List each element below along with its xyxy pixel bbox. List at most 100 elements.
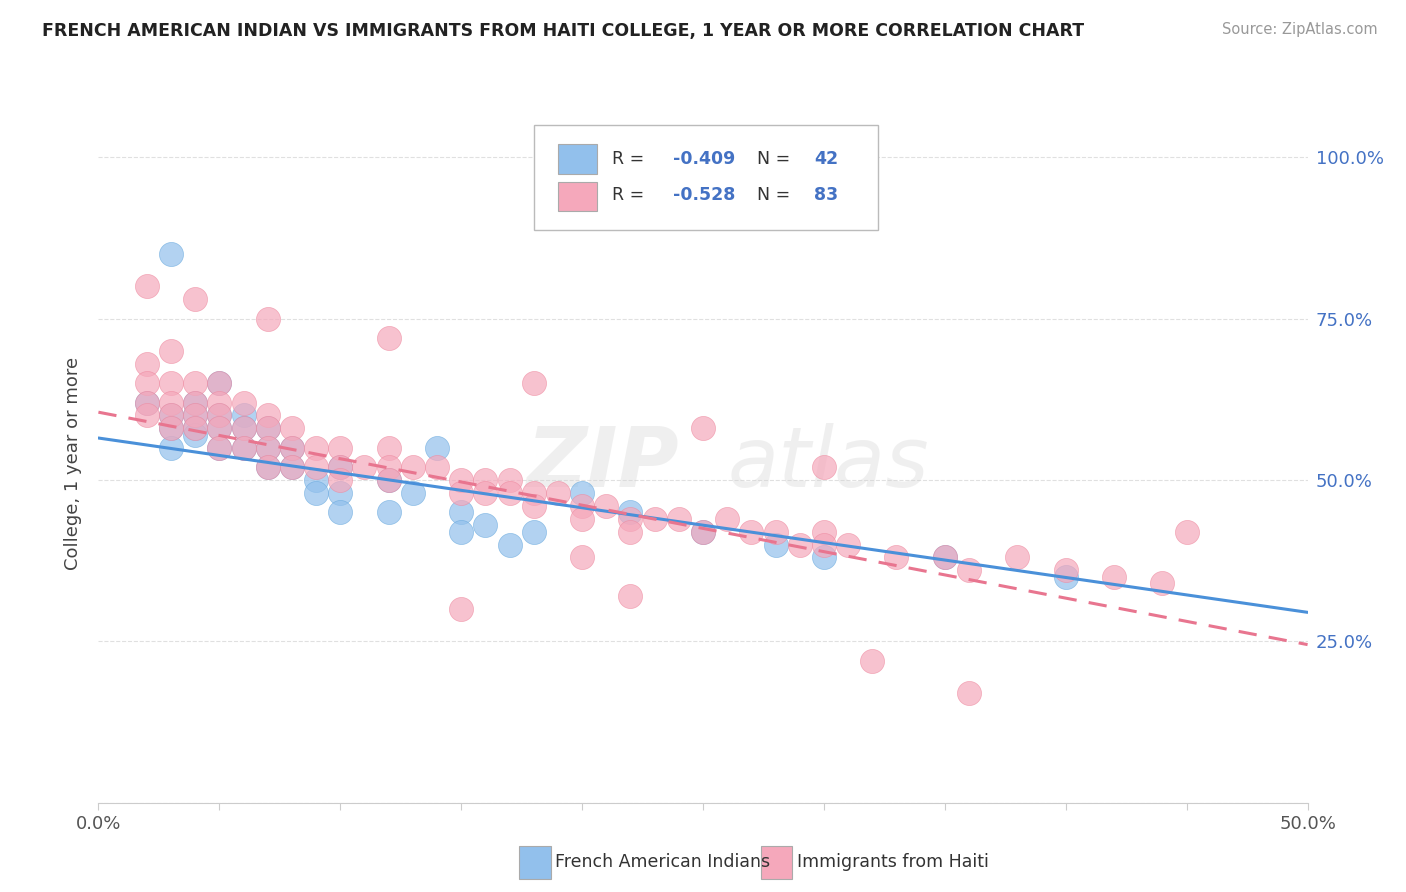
Point	[377, 505, 399, 519]
Point	[377, 441, 399, 455]
Point	[184, 421, 207, 435]
Point	[160, 409, 183, 423]
Text: atlas: atlas	[727, 424, 929, 504]
Text: -0.409: -0.409	[673, 150, 735, 168]
Point	[474, 518, 496, 533]
Point	[619, 505, 641, 519]
Point	[813, 550, 835, 565]
Point	[208, 421, 231, 435]
Point	[498, 473, 520, 487]
Point	[860, 654, 883, 668]
Point	[160, 343, 183, 358]
Point	[377, 473, 399, 487]
Text: 83: 83	[814, 186, 838, 203]
Point	[474, 486, 496, 500]
Point	[160, 376, 183, 391]
Text: Source: ZipAtlas.com: Source: ZipAtlas.com	[1222, 22, 1378, 37]
Point	[426, 441, 449, 455]
Point	[232, 409, 254, 423]
Point	[450, 486, 472, 500]
Point	[692, 524, 714, 539]
Point	[595, 499, 617, 513]
FancyBboxPatch shape	[534, 125, 879, 230]
Point	[256, 311, 278, 326]
Point	[256, 421, 278, 435]
Point	[789, 537, 811, 551]
Point	[135, 357, 157, 371]
Point	[305, 441, 328, 455]
Point	[256, 421, 278, 435]
Point	[329, 460, 352, 475]
Point	[377, 460, 399, 475]
Point	[160, 395, 183, 409]
Point	[498, 537, 520, 551]
Point	[208, 395, 231, 409]
Point	[934, 550, 956, 565]
Point	[450, 602, 472, 616]
Point	[281, 421, 304, 435]
Point	[692, 421, 714, 435]
Point	[523, 486, 546, 500]
Point	[135, 376, 157, 391]
Point	[184, 395, 207, 409]
Point	[184, 376, 207, 391]
Point	[208, 421, 231, 435]
Point	[1175, 524, 1198, 539]
Point	[498, 486, 520, 500]
Point	[305, 486, 328, 500]
Text: R =: R =	[613, 186, 650, 203]
Point	[281, 460, 304, 475]
Point	[450, 473, 472, 487]
Point	[256, 460, 278, 475]
Point	[256, 409, 278, 423]
Point	[160, 421, 183, 435]
Point	[256, 460, 278, 475]
Point	[135, 395, 157, 409]
FancyBboxPatch shape	[558, 182, 596, 211]
Point	[740, 524, 762, 539]
Point	[450, 524, 472, 539]
Point	[886, 550, 908, 565]
Point	[329, 505, 352, 519]
Point	[184, 395, 207, 409]
Point	[765, 524, 787, 539]
Text: FRENCH AMERICAN INDIAN VS IMMIGRANTS FROM HAITI COLLEGE, 1 YEAR OR MORE CORRELAT: FRENCH AMERICAN INDIAN VS IMMIGRANTS FRO…	[42, 22, 1084, 40]
Point	[571, 550, 593, 565]
Point	[402, 460, 425, 475]
Point	[160, 441, 183, 455]
Point	[957, 563, 980, 577]
Text: Immigrants from Haiti: Immigrants from Haiti	[797, 853, 990, 871]
Point	[208, 409, 231, 423]
Point	[571, 499, 593, 513]
Point	[281, 441, 304, 455]
Point	[692, 524, 714, 539]
Point	[1007, 550, 1029, 565]
Point	[208, 409, 231, 423]
Point	[329, 473, 352, 487]
Point	[1054, 570, 1077, 584]
Point	[281, 460, 304, 475]
Point	[377, 473, 399, 487]
Point	[523, 524, 546, 539]
FancyBboxPatch shape	[558, 145, 596, 174]
Point	[644, 512, 666, 526]
Point	[813, 524, 835, 539]
Point	[232, 421, 254, 435]
Y-axis label: College, 1 year or more: College, 1 year or more	[65, 358, 83, 570]
Point	[837, 537, 859, 551]
Point	[619, 512, 641, 526]
Point	[765, 537, 787, 551]
Text: N =: N =	[758, 186, 796, 203]
Point	[402, 486, 425, 500]
Text: R =: R =	[613, 150, 650, 168]
Text: -0.528: -0.528	[673, 186, 735, 203]
Point	[135, 395, 157, 409]
Point	[523, 376, 546, 391]
Point	[934, 550, 956, 565]
Point	[1054, 563, 1077, 577]
Point	[571, 486, 593, 500]
Point	[474, 473, 496, 487]
Text: N =: N =	[758, 150, 796, 168]
Point	[305, 473, 328, 487]
Point	[619, 589, 641, 603]
